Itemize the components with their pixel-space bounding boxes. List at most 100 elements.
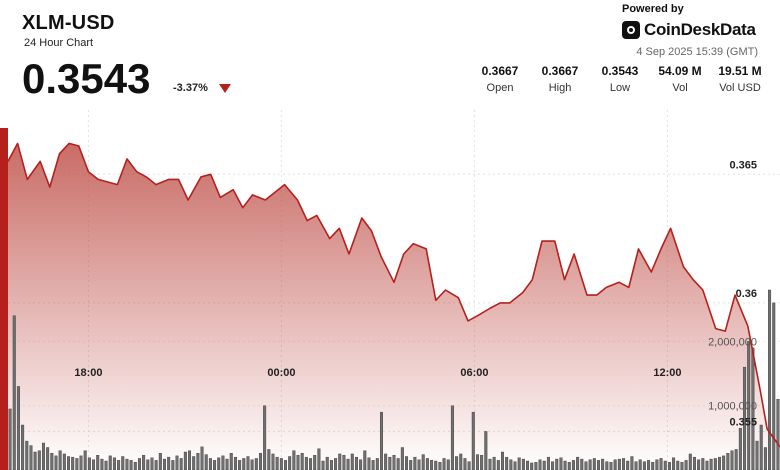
volume-bar [697, 459, 701, 470]
volume-bar [238, 460, 242, 470]
volume-bar [200, 446, 204, 470]
volume-bar [258, 453, 262, 470]
volume-bar [8, 408, 12, 470]
volume-bar [167, 456, 171, 470]
volume-bar [617, 458, 621, 470]
volume-bar [647, 460, 651, 470]
volume-bar [275, 456, 279, 470]
volume-bar [317, 448, 321, 470]
volume-bar [713, 458, 717, 470]
volume-bar [388, 456, 392, 470]
volume-bar [346, 458, 350, 470]
volume-bar [79, 455, 83, 470]
volume-bar [342, 455, 346, 470]
volume-bar [62, 453, 66, 470]
price-area [8, 143, 780, 470]
volume-bar [92, 459, 96, 470]
volume-bar [300, 453, 304, 470]
volume-bar [622, 458, 626, 470]
volume-bar [396, 458, 400, 470]
volume-bar [576, 456, 580, 470]
volume-bar [104, 460, 108, 470]
volume-bar [246, 456, 250, 470]
stats-panel: 0.3667 Open 0.3667 High 0.3543 Low 54.09… [466, 64, 766, 94]
stat-value: 0.3667 [481, 64, 519, 78]
x-tick-label: 06:00 [460, 367, 488, 379]
volume-bar [367, 457, 371, 470]
stat-value: 19.51 M [718, 64, 762, 78]
volume-bar [747, 341, 751, 470]
volume-bar [175, 455, 179, 470]
volume-bar [592, 458, 596, 470]
volume-bar [75, 458, 79, 470]
volume-bar [421, 454, 425, 470]
volume-bar [667, 462, 671, 470]
volume-tick-label: 1,000,000 [708, 401, 757, 413]
volume-bar [450, 405, 454, 470]
volume-bar [208, 458, 212, 470]
volume-bar [221, 455, 225, 470]
volume-bar [254, 458, 258, 470]
volume-bar [392, 455, 396, 470]
volume-bar [563, 460, 567, 470]
volume-bar [676, 460, 680, 470]
volume-bar [471, 411, 475, 470]
volume-bar [480, 455, 484, 470]
x-tick-label: 00:00 [267, 367, 295, 379]
stat-high: 0.3667 High [534, 64, 586, 94]
volume-bar [87, 457, 91, 470]
coindesk-logo-icon [622, 21, 640, 39]
volume-bar [125, 458, 129, 470]
volume-bar [446, 459, 450, 470]
volume-bar [409, 460, 413, 470]
volume-bar [229, 453, 233, 470]
volume-bar [162, 458, 166, 470]
volume-bar [150, 457, 154, 470]
volume-bar [50, 453, 54, 470]
volume-bar [634, 461, 638, 470]
volume-bar [329, 460, 333, 470]
volume-bar [663, 460, 667, 470]
volume-bar [375, 458, 379, 470]
volume-bar [438, 462, 442, 470]
volume-bar [701, 458, 705, 470]
volume-bar [425, 458, 429, 470]
volume-bar [722, 455, 726, 470]
volume-bar [67, 456, 70, 470]
volume-bar [334, 458, 338, 470]
price-line-group [7, 142, 780, 448]
volume-bar [526, 460, 530, 470]
volume-bar [46, 447, 50, 470]
stat-value: 0.3543 [601, 64, 639, 78]
volume-bar [225, 458, 229, 470]
volume-bar [142, 455, 146, 470]
volume-bar [726, 453, 730, 470]
price-line [7, 142, 780, 448]
volume-bar [718, 456, 721, 470]
stat-label: Vol USD [719, 82, 761, 94]
volume-bar [233, 456, 237, 470]
volume-bar [467, 461, 471, 470]
volume-bar [279, 458, 283, 470]
volume-bar [768, 289, 772, 470]
volume-bar [496, 460, 500, 470]
volume-bar [605, 461, 609, 470]
volume-bar [21, 424, 25, 470]
volume-bar [400, 447, 404, 470]
volume-bar [250, 459, 254, 470]
volume-bar [588, 459, 592, 470]
axis-labels: 0.365 0.36 0.355 2,000,000 1,000,000 18:00 00:… [74, 159, 757, 428]
volume-bar [133, 462, 137, 470]
volume-bar [384, 453, 388, 470]
volume-bar [613, 459, 617, 470]
volume-bar [363, 450, 367, 470]
volume-bar [83, 450, 87, 470]
volume-bar [296, 455, 300, 470]
volume-bar [321, 460, 325, 470]
volume-bar [580, 458, 584, 470]
x-tick-label: 18:00 [74, 367, 102, 379]
volume-bar [684, 460, 688, 470]
volume-bar [584, 461, 588, 470]
y-tick-label: 0.36 [736, 288, 757, 300]
stat-label: High [548, 82, 572, 94]
